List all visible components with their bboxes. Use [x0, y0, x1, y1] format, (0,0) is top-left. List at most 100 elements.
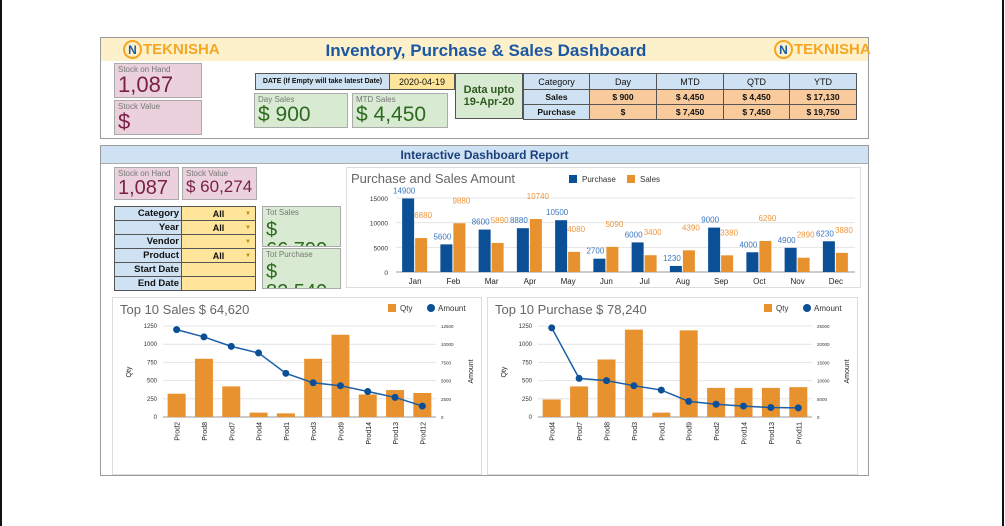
table-cell: $ 4,450	[656, 89, 724, 105]
filter-product-dropdown[interactable]: All ▼	[181, 248, 256, 263]
x-tick-label: Prod13	[769, 422, 776, 445]
legend-swatch	[388, 304, 396, 312]
bar-qty	[789, 387, 808, 417]
bar-sales	[797, 257, 810, 272]
y2-tick-label: 15000	[817, 360, 830, 365]
filter-label: Vendor	[114, 234, 182, 249]
data-label: 5600	[433, 232, 451, 241]
filter-label: Start Date	[114, 262, 182, 277]
x-tick-label: Prod8	[202, 422, 209, 441]
kpi-value: $ 900	[258, 103, 311, 126]
filter-end-date-input[interactable]	[181, 276, 256, 291]
y2-tick-label: 2500	[441, 397, 452, 402]
filter-year-dropdown[interactable]: All ▼	[181, 220, 256, 235]
x-tick-label: Prod13	[393, 422, 400, 445]
kpi-value: $ 60,274	[186, 177, 253, 196]
table-header: YTD	[789, 73, 857, 90]
table-header: Category	[523, 73, 590, 90]
bar-purchase	[440, 244, 453, 272]
bar-purchase	[478, 229, 491, 272]
filter-vendor-dropdown[interactable]: ▼	[181, 234, 256, 249]
data-label: 6880	[414, 211, 432, 220]
bar-sales	[721, 255, 734, 272]
data-label: 14900	[393, 186, 416, 195]
table-header: QTD	[723, 73, 790, 90]
bar-purchase	[746, 252, 759, 272]
data-label: 8600	[472, 218, 490, 227]
amount-point	[548, 324, 556, 332]
data-label: 3400	[644, 228, 662, 237]
bar-sales	[415, 238, 428, 272]
amount-point	[685, 397, 693, 405]
kpi-label: Stock on Hand	[118, 65, 171, 74]
bar-purchase	[784, 247, 797, 272]
chart-title: Purchase and Sales Amount	[351, 171, 515, 186]
data-label: 4000	[739, 240, 757, 249]
kpi-label: Stock on Hand	[118, 169, 171, 178]
bar-qty	[734, 387, 753, 417]
window-edge-right	[1002, 0, 1004, 526]
kpi-value: $ 66,790	[266, 219, 327, 246]
x-tick-label: Dec	[829, 277, 843, 286]
bar-purchase	[822, 241, 835, 272]
filter-label: End Date	[114, 276, 182, 291]
filter-label: Category	[114, 206, 182, 221]
kpi-label: MTD Sales	[356, 95, 396, 104]
filter-label: Product	[114, 248, 182, 263]
y-tick-label: 750	[522, 360, 533, 366]
table-cell: $	[589, 104, 657, 120]
bar-purchase	[555, 220, 568, 272]
x-tick-label: Jun	[600, 277, 613, 286]
logo-brand: TEKNISHA	[143, 41, 220, 58]
data-label: 8880	[510, 216, 528, 225]
filter-value: All	[212, 250, 225, 261]
legend-label: Sales	[640, 175, 660, 184]
x-tick-label: Prod1	[284, 422, 291, 441]
data-label: 5090	[605, 220, 623, 229]
stock-value-card: Stock Value$ 60,274	[114, 100, 202, 135]
x-tick-label: Nov	[791, 277, 805, 286]
bar-qty	[249, 412, 268, 417]
x-tick-label: Prod3	[311, 422, 318, 441]
filter-start-date-input[interactable]	[181, 262, 256, 277]
bar-purchase	[669, 265, 682, 272]
data-label: 4080	[567, 225, 585, 234]
data-upto-label: Data upto	[463, 84, 515, 96]
x-tick-label: Prod4	[257, 422, 264, 441]
chevron-down-icon: ▼	[245, 210, 251, 217]
data-upto-box: Data upto 19-Apr-20	[455, 73, 523, 119]
bar-sales	[644, 255, 657, 272]
data-label: 3880	[835, 226, 853, 235]
stock-on-hand-card: Stock on Hand 1,087	[114, 167, 179, 200]
bar-qty	[597, 359, 616, 417]
filter-category-dropdown[interactable]: All ▼	[181, 206, 256, 221]
data-label: 6230	[816, 229, 834, 238]
legend-label: Qty	[400, 304, 412, 313]
legend-label: Purchase	[582, 175, 616, 184]
top10-sales-chart: Top 10 Sales $ 64,620 Qty Amount 0 250 500 750…	[112, 297, 482, 475]
amount-point	[712, 400, 720, 408]
y-tick-label: 1250	[519, 324, 533, 330]
legend-label: Amount	[814, 304, 842, 313]
amount-point	[418, 402, 426, 410]
date-input[interactable]: 2020-04-19	[389, 73, 455, 90]
bar-sales	[568, 251, 581, 272]
stock-value-card: Stock Value$ 60,274	[182, 167, 257, 200]
y-tick-label: 500	[147, 379, 158, 385]
y-tick-label: 1000	[144, 342, 158, 348]
x-tick-label: Oct	[753, 277, 766, 286]
y-tick-label: 10000	[370, 221, 388, 228]
y2-tick-label: 7500	[441, 360, 452, 365]
bar-sales	[453, 223, 466, 272]
data-label: 6000	[625, 230, 643, 239]
tot-purchase-card: Tot Purchase $ 82,540	[262, 248, 341, 289]
bar-qty	[624, 329, 643, 417]
x-tick-label: Mar	[485, 277, 499, 286]
y2-tick-label: 10000	[441, 342, 454, 347]
bar-qty	[761, 387, 780, 417]
y-tick-label: 15000	[370, 196, 388, 203]
purchase-sales-chart: Purchase and Sales Amount Purchase Sales 0 5…	[346, 167, 861, 288]
kpi-label: Stock Value	[118, 102, 161, 111]
legend-label: Qty	[776, 304, 788, 313]
bar-sales	[606, 246, 619, 272]
